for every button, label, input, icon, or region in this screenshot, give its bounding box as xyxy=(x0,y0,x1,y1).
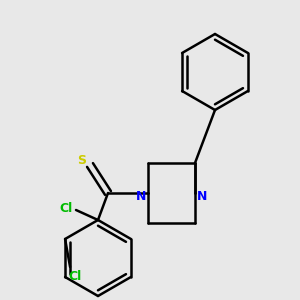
Text: N: N xyxy=(136,190,146,202)
Text: S: S xyxy=(77,154,86,166)
Text: Cl: Cl xyxy=(59,202,73,214)
Text: N: N xyxy=(197,190,207,202)
Text: Cl: Cl xyxy=(68,271,82,284)
